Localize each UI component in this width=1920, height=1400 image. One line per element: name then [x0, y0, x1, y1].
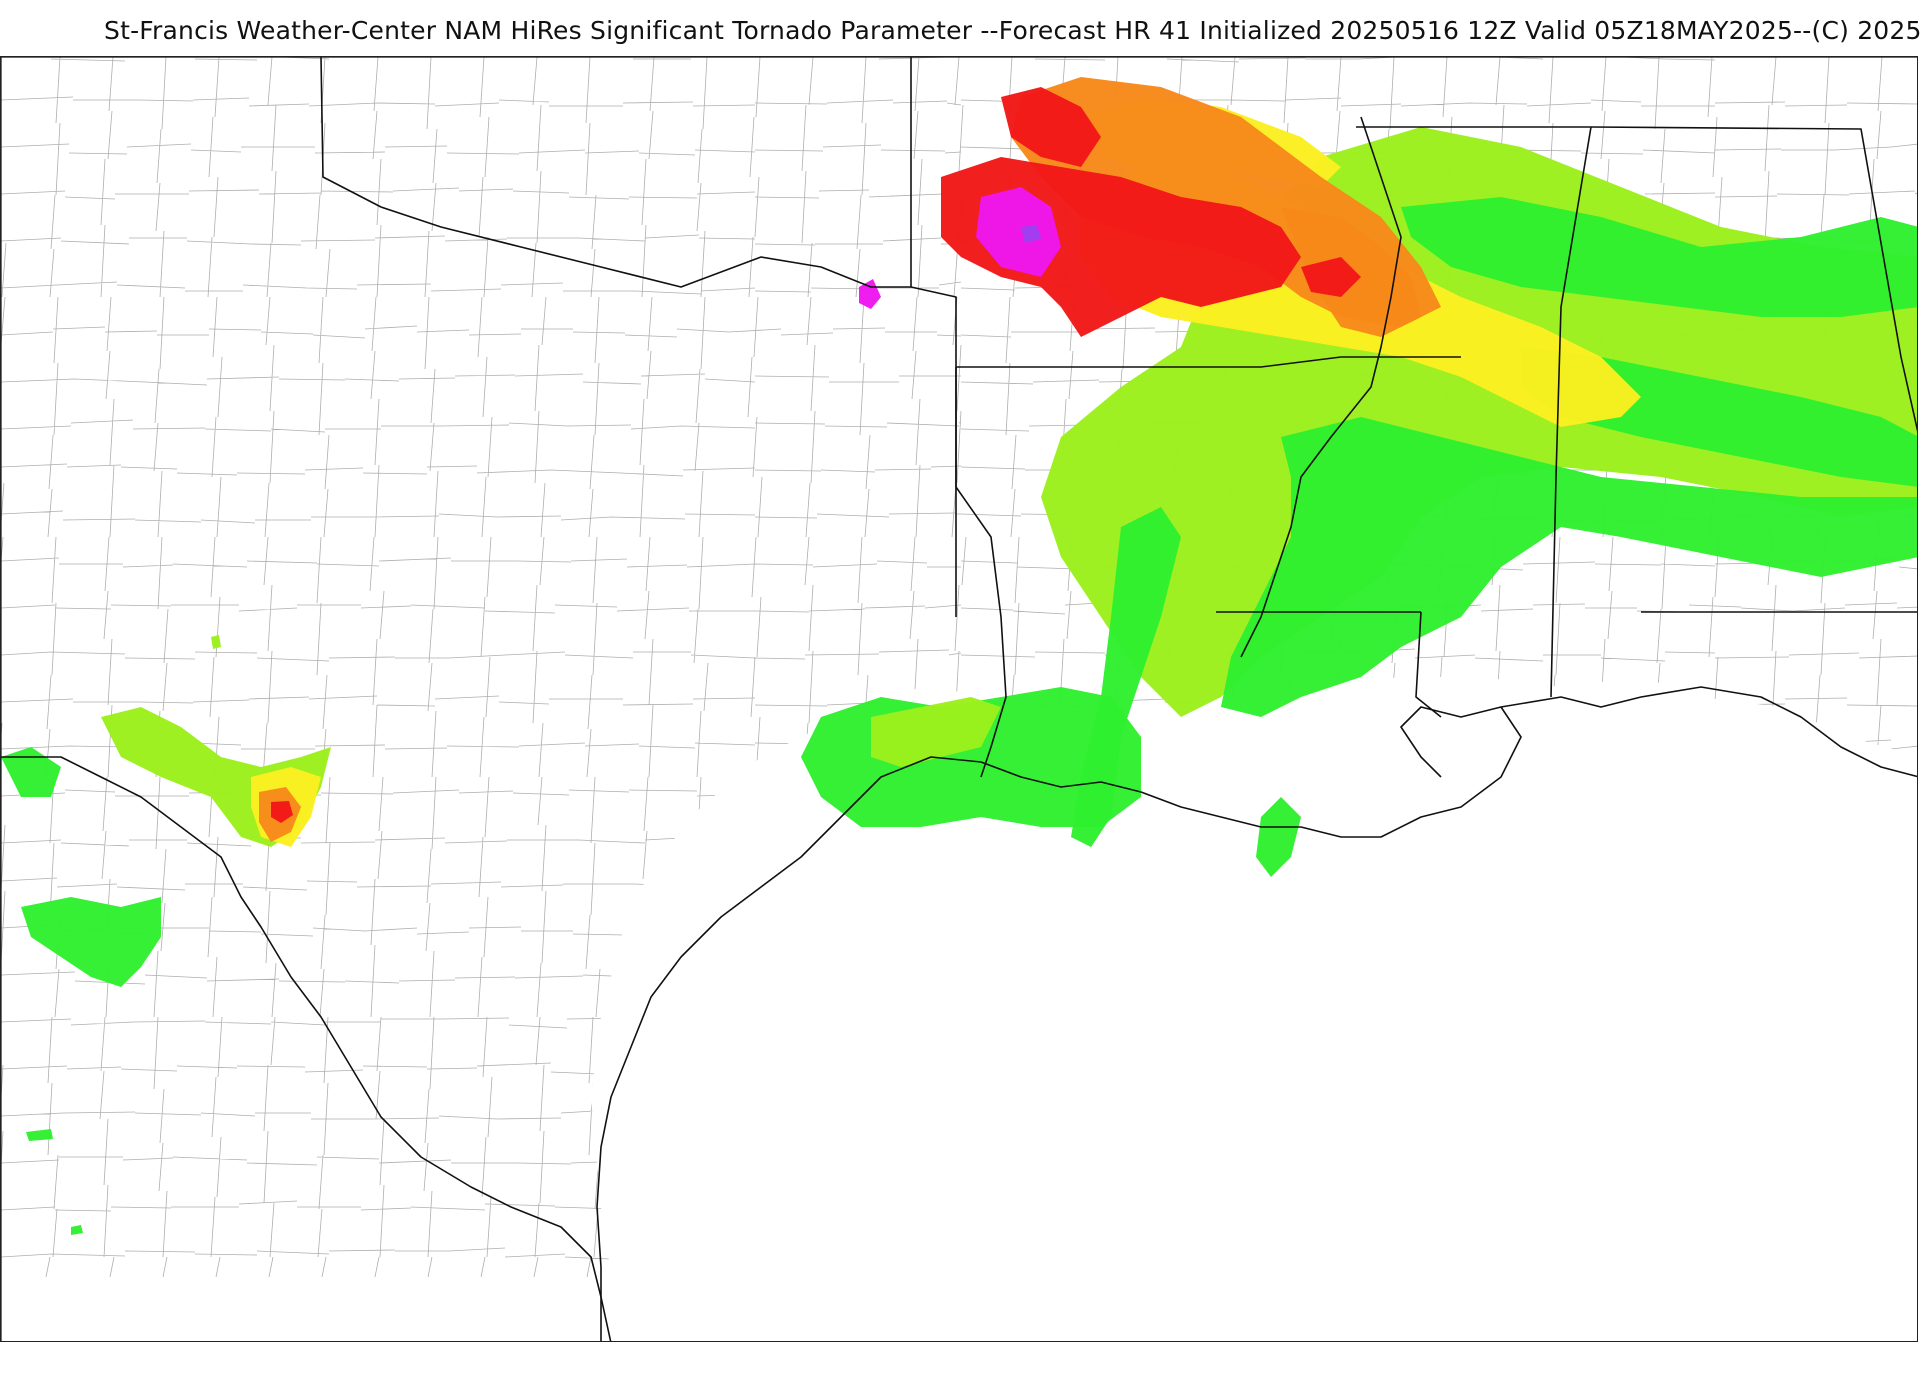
blob-se-green	[1221, 417, 1917, 717]
blob-ms-coast	[1256, 797, 1301, 877]
blob-purple	[1021, 225, 1041, 243]
border-ok-tx	[320, 57, 957, 617]
forecast-map	[1, 57, 1917, 1341]
coastline-east	[1500, 686, 1917, 778]
blob-magenta	[976, 187, 1061, 277]
blob-small-1	[26, 1129, 53, 1141]
state-borders	[1, 57, 1917, 1341]
blob-wtx-green	[1, 747, 61, 797]
blob-small-3	[211, 635, 221, 649]
border-tx-la	[955, 367, 1007, 778]
coastline-gulf	[596, 706, 1522, 1341]
stp-shading	[1, 77, 1917, 1235]
border-al-ga	[1590, 126, 1917, 432]
blob-coast-lightgreen	[871, 697, 1001, 767]
map-panel	[0, 56, 1918, 1342]
blob-red-north	[1001, 87, 1101, 167]
title-bar: St-Francis Weather-Center NAM HiRes Sign…	[0, 0, 1920, 56]
border-ar-la	[956, 356, 1461, 368]
blob-red-east	[1301, 257, 1361, 297]
blob-ne-green	[1401, 197, 1917, 317]
border-rio-grande	[1, 756, 612, 1341]
map-title: St-Francis Weather-Center NAM HiRes Sign…	[104, 16, 1920, 45]
border-mississippi-river	[1240, 116, 1402, 658]
border-ms-al	[1550, 126, 1592, 698]
blob-big-bend	[21, 897, 161, 987]
blob-wtx-red	[271, 801, 293, 823]
blob-small-2	[71, 1225, 83, 1235]
gulf-water	[591, 677, 1917, 1341]
